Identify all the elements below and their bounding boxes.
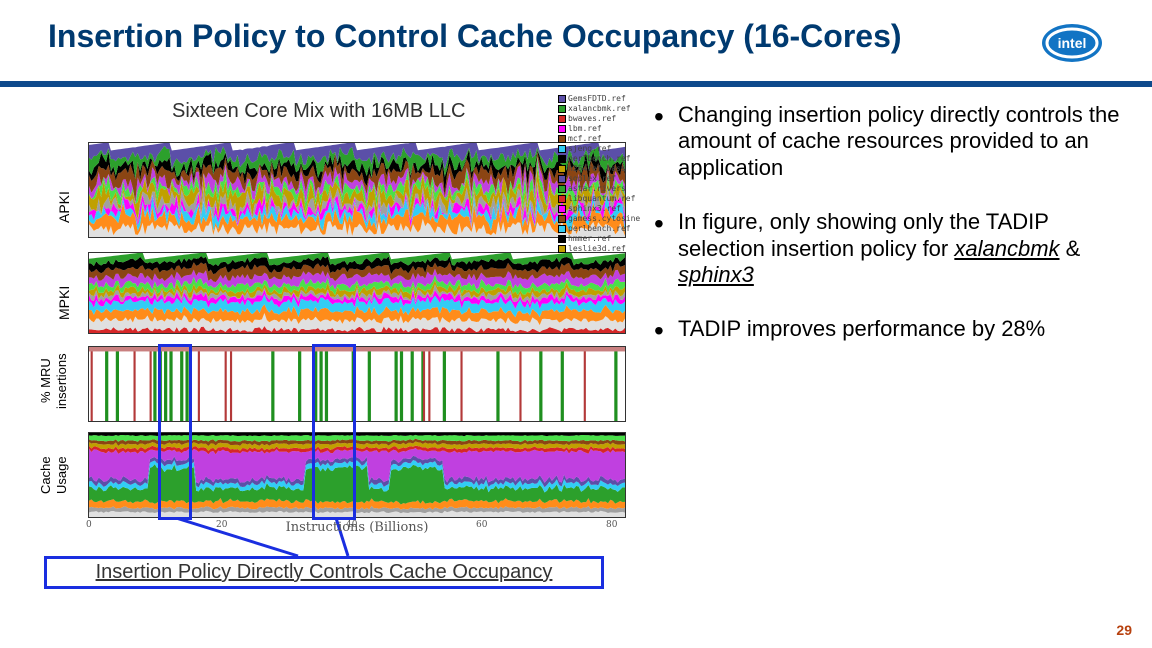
ylabel-mru-1: % MRU xyxy=(38,336,53,426)
bullet-3: TADIP improves performance by 28% xyxy=(654,316,1128,342)
highlight-box-1 xyxy=(158,344,192,520)
bullet-2: In figure, only showing only the TADIP s… xyxy=(654,209,1128,288)
bullet-2-amp: & xyxy=(1060,236,1081,261)
slide-body: Sixteen Core Mix with 16MB LLC APKI MPKI… xyxy=(0,96,1152,648)
xtick-0: 0 xyxy=(86,520,92,530)
slide: Insertion Policy to Control Cache Occupa… xyxy=(0,0,1152,648)
svg-text:intel: intel xyxy=(1058,35,1087,51)
ylabel-mru-2: insertions xyxy=(54,336,69,426)
bullet-3-text: TADIP improves performance by 28% xyxy=(678,316,1045,341)
ylabel-cache-1: Cache xyxy=(38,430,53,520)
xtick-1: 20 xyxy=(216,520,227,530)
bullet-2-em1: xalancbmk xyxy=(954,236,1059,261)
figure: Sixteen Core Mix with 16MB LLC APKI MPKI… xyxy=(32,100,632,520)
xtick-3: 60 xyxy=(476,520,487,530)
figure-legend: GemsFDTD.refxalancbmk.refbwaves.reflbm.r… xyxy=(558,94,640,254)
xtick-4: 80 xyxy=(606,520,617,530)
slide-number: 29 xyxy=(1116,622,1132,638)
ylabel-apki: APKI xyxy=(56,162,72,252)
ylabel-mpki: MPKI xyxy=(56,268,72,338)
highlight-box-2 xyxy=(312,344,356,520)
caption-box: Insertion Policy Directly Controls Cache… xyxy=(44,556,604,589)
title-band: Insertion Policy to Control Cache Occupa… xyxy=(0,0,1152,81)
panel-mpki xyxy=(88,252,626,334)
ylabel-cache-2: Usage xyxy=(54,430,69,520)
bullet-1: Changing insertion policy directly contr… xyxy=(654,102,1128,181)
figure-title: Sixteen Core Mix with 16MB LLC xyxy=(172,100,465,123)
bullet-1-text: Changing insertion policy directly contr… xyxy=(678,102,1119,180)
title-divider xyxy=(0,81,1152,87)
bullet-list: Changing insertion policy directly contr… xyxy=(654,102,1128,371)
xtick-2: 40 xyxy=(346,520,357,530)
panel-apki xyxy=(88,142,626,238)
slide-title: Insertion Policy to Control Cache Occupa… xyxy=(48,18,1028,55)
intel-logo-icon: intel xyxy=(1040,22,1104,69)
bullet-2-em2: sphinx3 xyxy=(678,262,754,287)
